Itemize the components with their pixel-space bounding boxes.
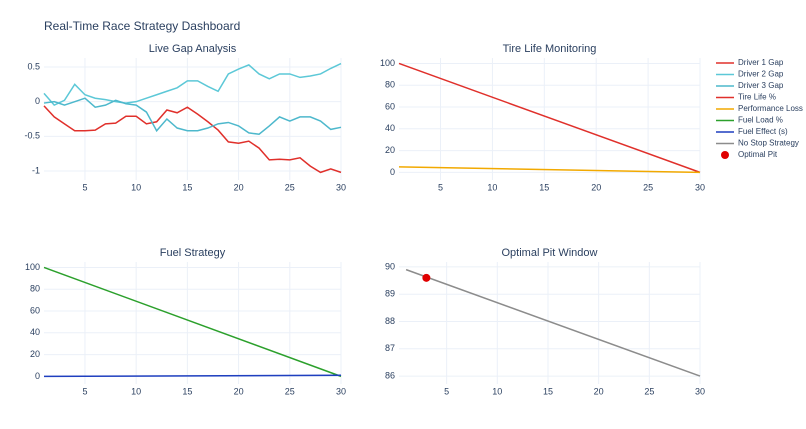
subplot-title: Tire Life Monitoring — [503, 43, 597, 55]
x-tick-label: 5 — [82, 182, 87, 192]
dashboard-title: Real-Time Race Strategy Dashboard — [44, 19, 240, 33]
y-tick-label: 100 — [25, 262, 40, 272]
y-tick-label: 89 — [385, 289, 395, 299]
x-tick-label: 5 — [438, 182, 443, 192]
series-line — [43, 105, 342, 174]
y-tick-label: 0 — [390, 167, 395, 177]
legend-label: Tire Life % — [738, 93, 776, 102]
x-tick-label: 20 — [234, 182, 244, 192]
legend-label: Performance Loss — [738, 104, 803, 113]
subplot-title: Fuel Strategy — [160, 247, 226, 259]
series-line — [43, 266, 342, 378]
y-tick-label: 86 — [385, 370, 395, 380]
x-tick-label: 15 — [543, 386, 553, 396]
y-tick-label: -1 — [32, 165, 40, 175]
subplot-title: Live Gap Analysis — [149, 43, 237, 55]
legend-label: Optimal Pit — [738, 150, 778, 159]
legend-label: Driver 3 Gap — [738, 81, 784, 90]
x-tick-label: 30 — [695, 386, 705, 396]
x-tick-label: 20 — [594, 386, 604, 396]
series-line — [43, 97, 342, 136]
y-tick-label: 0 — [35, 96, 40, 106]
y-tick-label: 60 — [30, 305, 40, 315]
legend-label: Fuel Effect (s) — [738, 127, 788, 136]
series-line — [398, 166, 701, 174]
y-tick-label: 0.5 — [27, 61, 40, 71]
y-tick-label: 60 — [385, 101, 395, 111]
x-tick-label: 30 — [695, 182, 705, 192]
y-tick-label: 0 — [35, 371, 40, 381]
legend-symbol — [721, 151, 729, 159]
x-tick-label: 10 — [492, 386, 502, 396]
y-tick-label: 90 — [385, 261, 395, 271]
series-line — [43, 374, 342, 378]
marker — [422, 273, 431, 282]
subplot-title: Optimal Pit Window — [502, 247, 598, 259]
x-tick-label: 25 — [643, 182, 653, 192]
series-line — [405, 268, 701, 377]
x-tick-label: 30 — [336, 386, 346, 396]
y-tick-label: 80 — [30, 284, 40, 294]
x-tick-label: 15 — [182, 182, 192, 192]
y-tick-label: 20 — [385, 145, 395, 155]
x-tick-label: 30 — [336, 182, 346, 192]
y-tick-label: 88 — [385, 316, 395, 326]
x-tick-label: 20 — [234, 386, 244, 396]
legend-label: No Stop Strategy — [738, 139, 799, 148]
legend-label: Driver 2 Gap — [738, 70, 784, 79]
x-tick-label: 10 — [487, 182, 497, 192]
y-tick-label: 40 — [30, 327, 40, 337]
legend-label: Driver 1 Gap — [738, 58, 784, 67]
x-tick-label: 15 — [539, 182, 549, 192]
x-tick-label: 15 — [182, 386, 192, 396]
y-tick-label: 20 — [30, 349, 40, 359]
x-tick-label: 5 — [82, 386, 87, 396]
y-tick-label: 80 — [385, 80, 395, 90]
y-tick-label: 87 — [385, 343, 395, 353]
x-tick-label: 10 — [131, 386, 141, 396]
y-tick-label: -0.5 — [24, 131, 40, 141]
legend-label: Fuel Load % — [738, 116, 783, 125]
series-line — [43, 62, 342, 107]
series-line — [398, 62, 701, 174]
x-tick-label: 10 — [131, 182, 141, 192]
x-tick-label: 25 — [644, 386, 654, 396]
y-tick-label: 100 — [380, 58, 395, 68]
x-tick-label: 25 — [285, 182, 295, 192]
x-tick-label: 5 — [444, 386, 449, 396]
x-tick-label: 25 — [285, 386, 295, 396]
x-tick-label: 20 — [591, 182, 601, 192]
y-tick-label: 40 — [385, 123, 395, 133]
